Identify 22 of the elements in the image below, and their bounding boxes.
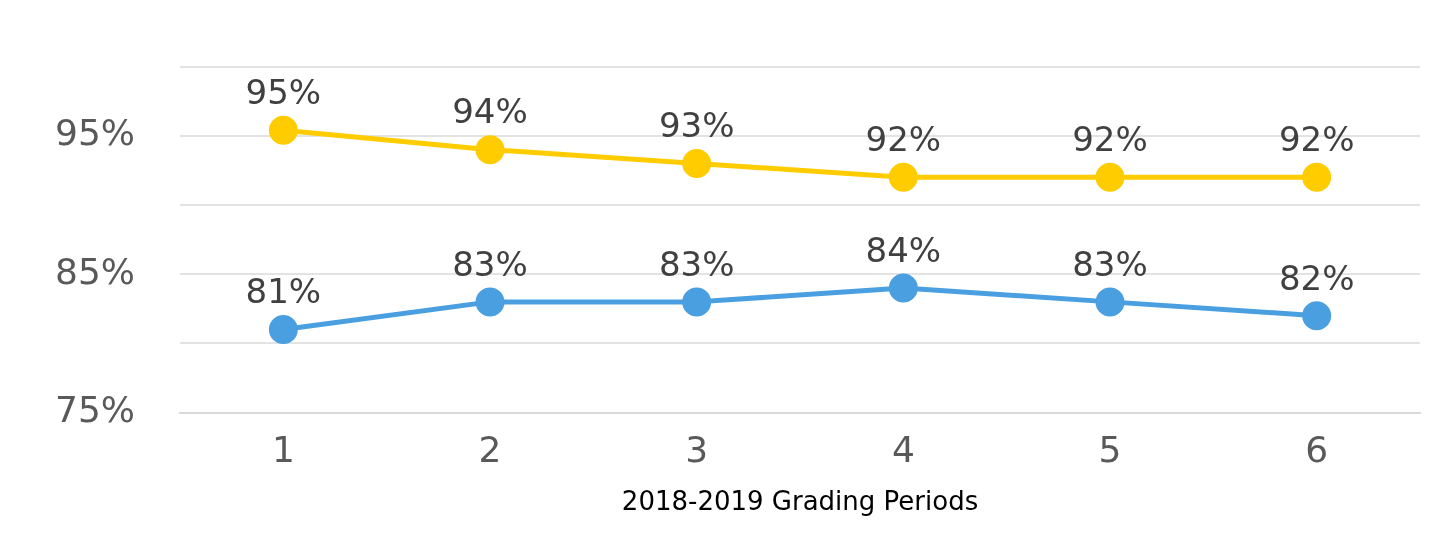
x-tick-label: 4 (891, 428, 915, 470)
data-label: 92% (1278, 119, 1355, 160)
data-label: 84% (865, 229, 942, 270)
data-label: 81% (245, 271, 322, 312)
y-tick-label: 75% (55, 388, 136, 430)
data-label: 93% (658, 105, 735, 146)
x-tick-label: 5 (1098, 428, 1122, 470)
x-tick-label: 2 (478, 428, 502, 470)
data-label: 92% (1072, 119, 1148, 160)
data-label: 92% (865, 119, 942, 160)
data-label: 83% (452, 243, 528, 284)
y-tick-label: 85% (55, 250, 136, 292)
x-tick-label: 3 (685, 428, 709, 470)
y-tick-label: 95% (55, 112, 136, 154)
x-axis-title: 2018-2019 Grading Periods (621, 486, 979, 517)
data-label: 82% (1278, 257, 1355, 298)
data-label: 95% (245, 72, 322, 113)
data-label: 83% (1072, 243, 1148, 284)
data-label: 94% (452, 91, 528, 132)
data-label: 83% (658, 243, 735, 284)
x-tick-label: 6 (1305, 428, 1329, 470)
x-tick-label: 1 (271, 428, 295, 470)
